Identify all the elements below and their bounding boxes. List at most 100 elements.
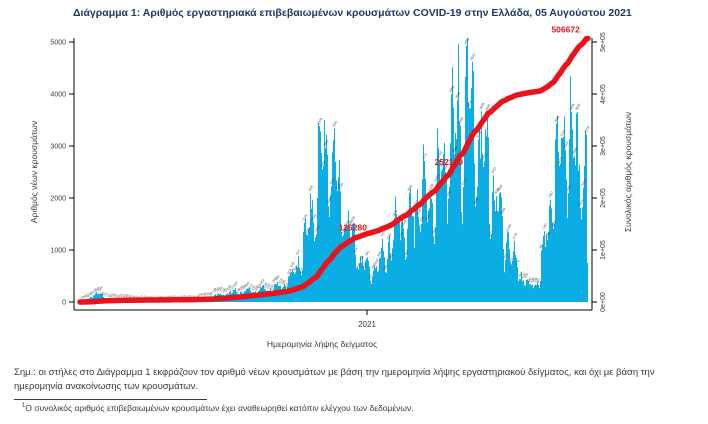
bar-value-label: 2223 bbox=[328, 177, 335, 185]
bar-value-label: 811 bbox=[502, 252, 508, 259]
bar-value-label: 2036 bbox=[493, 187, 500, 195]
bar-value-label: 1501 bbox=[418, 215, 425, 223]
bar-value-label: 139 bbox=[211, 287, 217, 294]
bar-value-label: 1406 bbox=[346, 220, 353, 228]
bar-value-label: 32 bbox=[187, 294, 192, 299]
bar-value-label: 238 bbox=[262, 282, 268, 289]
bar-value-label: 63 bbox=[196, 292, 201, 297]
bar-value-label: 2557 bbox=[439, 160, 446, 168]
y-axis-left-tick-label: 5000 bbox=[50, 40, 66, 47]
bar-value-label: 343 bbox=[271, 276, 277, 283]
bar-value-label: 1217 bbox=[487, 229, 494, 237]
y-axis-right-tick-label: 5e+05 bbox=[600, 32, 607, 52]
bar-value-label: 195 bbox=[226, 284, 232, 291]
bar-value-label: 619 bbox=[361, 262, 367, 269]
bar-value-label: 2923 bbox=[562, 141, 569, 149]
y-axis-left-tick-label: 4000 bbox=[50, 92, 66, 99]
bar-value-label: 424 bbox=[523, 272, 529, 279]
bar-value-label: 1162 bbox=[385, 232, 392, 240]
bar-value-label: 61 bbox=[106, 293, 111, 298]
bar-value-label: 793 bbox=[388, 253, 394, 260]
bar-value-label: 54 bbox=[118, 293, 123, 298]
bar-value-label: 4926 bbox=[463, 36, 470, 44]
bar-value-label: 205 bbox=[241, 284, 247, 291]
y-axis-right-tick-label: 3e+05 bbox=[600, 136, 607, 156]
bar-value-label: 3716 bbox=[466, 99, 473, 107]
chart-note: Σημ.: οι στήλες στο Διάγραμμα 1 εκφράζου… bbox=[14, 367, 655, 393]
bar-value-label: 2284 bbox=[433, 174, 440, 182]
bar-value-label: 1416 bbox=[400, 219, 407, 227]
bar-value-label: 690 bbox=[373, 258, 379, 265]
bar-value-label: 418 bbox=[520, 272, 526, 279]
cumulative-annotation: 252199 bbox=[435, 157, 464, 167]
bar-value-label: 673 bbox=[514, 259, 520, 266]
bar-value-label: 1170 bbox=[511, 232, 518, 240]
bar-value-label: 877 bbox=[295, 249, 301, 256]
bar-value-label: 1282 bbox=[340, 226, 347, 234]
bar-value-label: 839 bbox=[376, 251, 382, 258]
bar-value-label: 3656 bbox=[568, 103, 575, 111]
bar-value-label: 39 bbox=[82, 294, 87, 299]
bar-value-label: 756 bbox=[358, 255, 364, 262]
bar-value-label: 2091 bbox=[307, 184, 314, 192]
bar-value-label: 1196 bbox=[544, 231, 551, 239]
bar-value-label: 15 bbox=[79, 295, 84, 300]
bar-value-label: 624 bbox=[355, 262, 361, 269]
bar-value-label: 129 bbox=[91, 287, 97, 294]
bar-value-label: 567 bbox=[292, 265, 298, 272]
bar-value-label: 2109 bbox=[427, 183, 434, 191]
bar-value-label: 384 bbox=[274, 274, 280, 281]
bar-value-label: 1282 bbox=[304, 226, 311, 234]
bar-value-label: 2093 bbox=[496, 184, 503, 192]
bar-value-label: 1634 bbox=[415, 208, 422, 216]
bar-value-label: 263 bbox=[232, 281, 238, 288]
bar-value-label: 1848 bbox=[325, 197, 332, 205]
bar-value-label: 2711 bbox=[421, 152, 428, 160]
bar-value-label: 1967 bbox=[547, 190, 554, 198]
bar-value-label: 31 bbox=[193, 294, 198, 299]
bar-value-label: 316 bbox=[259, 278, 265, 285]
cumulative-annotation: 506672 bbox=[551, 25, 580, 35]
bar-value-label: 640 bbox=[289, 261, 295, 268]
bar-value-label: 338 bbox=[532, 277, 538, 284]
footnote-separator bbox=[14, 399, 207, 400]
bar-value-label: 441 bbox=[517, 271, 523, 278]
bar-value-label: 1542 bbox=[424, 212, 431, 220]
y-axis-left-tick-label: 3000 bbox=[50, 144, 66, 151]
footnote-text: Ο συνολικός αριθμός επιβεβαιωμένων κρουσ… bbox=[25, 403, 414, 413]
bar-value-label: 166 bbox=[217, 286, 223, 293]
bar-value-label: 2089 bbox=[565, 184, 572, 192]
bar-value-label: 2704 bbox=[481, 152, 488, 160]
bar-value-label: 1303 bbox=[313, 225, 320, 233]
bar-value-label: 2137 bbox=[334, 182, 341, 190]
bar-value-label: 913 bbox=[352, 247, 358, 254]
bar-value-label: 136 bbox=[235, 287, 241, 294]
bar-value-label: 318 bbox=[277, 278, 283, 285]
bar-value-label: 3645 bbox=[484, 103, 491, 111]
bar-value-label: 2437 bbox=[490, 166, 497, 174]
bar-value-label: 27 bbox=[139, 294, 144, 299]
bar-value-label: 1501 bbox=[349, 215, 356, 223]
bar-value-label: 3218 bbox=[583, 125, 590, 133]
footnote: 1Ο συνολικός αριθμός επιβεβαιωμένων κρου… bbox=[22, 403, 414, 413]
bar-value-label: 340 bbox=[526, 277, 532, 284]
bar-value-label: 3668 bbox=[478, 102, 485, 110]
bar-value-label: 503 bbox=[286, 268, 292, 275]
bar-value-label: 26 bbox=[130, 294, 135, 299]
bar-value-label: 3152 bbox=[559, 129, 566, 137]
y-axis-right-tick-label: 1e+05 bbox=[600, 240, 607, 260]
bar-value-label: 29 bbox=[181, 294, 186, 299]
bar-value-label: 1616 bbox=[391, 209, 398, 217]
chart-title: Διάγραμμα 1: Αριθμός εργαστηριακά επιβεβ… bbox=[73, 7, 632, 19]
bar-value-label: 3656 bbox=[574, 103, 581, 111]
bar-value-label: 232 bbox=[256, 282, 262, 289]
bar-value-label: 1532 bbox=[310, 213, 317, 221]
y-axis-right-tick-label: 0e+00 bbox=[600, 292, 607, 312]
bar-value-label: 156 bbox=[214, 286, 220, 293]
bar-value-label: 2129 bbox=[337, 182, 344, 190]
footnote-marker: 1 bbox=[22, 403, 26, 410]
bar-value-label: 2619 bbox=[556, 156, 563, 164]
bar-value-label: 3394 bbox=[457, 116, 464, 124]
bar-value-label: 88 bbox=[208, 291, 213, 296]
